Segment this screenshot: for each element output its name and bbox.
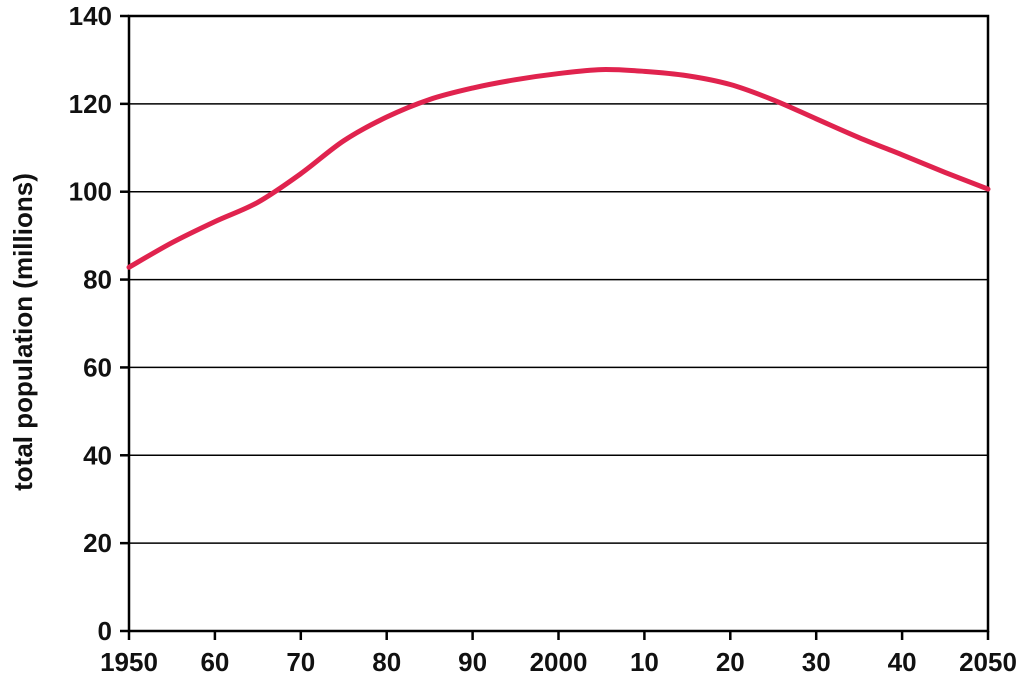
x-tick-label: 2050 [959,647,1017,677]
x-tick-label: 40 [888,647,917,677]
y-tick-label: 100 [69,177,112,207]
x-tick-label: 1950 [100,647,158,677]
x-tick-label: 70 [286,647,315,677]
y-tick-label: 40 [83,440,112,470]
axes [120,14,990,640]
y-axis-title: total population (millions) [8,173,38,491]
y-tick-label: 60 [83,352,112,382]
x-tick-label: 20 [716,647,745,677]
gridlines [129,103,988,544]
series-layer [126,67,991,270]
y-tick-label: 0 [98,616,112,646]
population-series-line [126,67,991,270]
x-tick-label: 80 [372,647,401,677]
plot-frame [127,14,990,633]
x-tick-label: 2000 [530,647,588,677]
y-tick-label: 80 [83,265,112,295]
y-tick-label: 120 [69,89,112,119]
y-tick-label: 20 [83,528,112,558]
y-tick-label: 140 [69,1,112,31]
x-tick-label: 10 [630,647,659,677]
x-tick-label: 90 [458,647,487,677]
x-tick-label: 30 [802,647,831,677]
x-tick-label: 60 [200,647,229,677]
tick-labels: 0 20 40 60 80 100 120 140 1950 60 70 80 90 2000 10 20 30… [69,1,1017,677]
